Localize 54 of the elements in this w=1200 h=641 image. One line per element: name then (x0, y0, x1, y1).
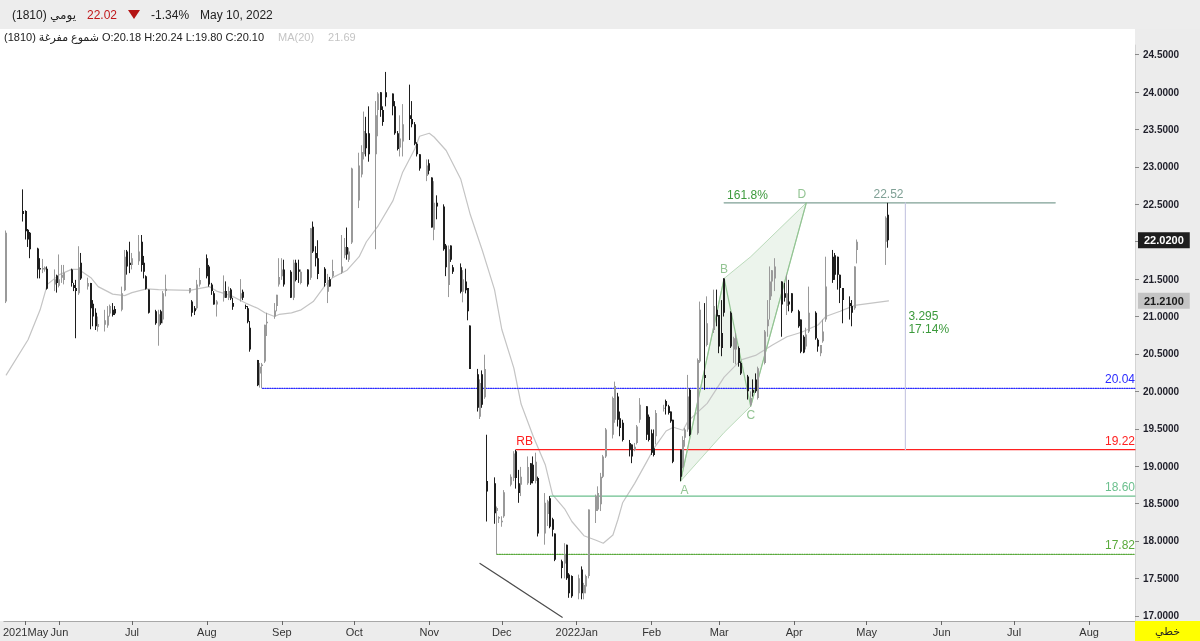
x-tick-label: Jul (124, 625, 139, 638)
chart-title: (1810) يومي (12, 7, 76, 22)
x-tick-label: Jul (1007, 625, 1022, 638)
data-label: 19.22 (1104, 433, 1136, 448)
data-label: 17.82 (1104, 538, 1136, 553)
x-tick-label: Nov (419, 625, 440, 638)
y-tick-label: 24.0000 (1143, 86, 1180, 98)
y-tick-label: 17.5000 (1143, 572, 1180, 584)
x-tick-label: 2021May (2, 625, 49, 638)
y-tick-label: 18.0000 (1143, 535, 1180, 547)
text: May 10, 2022 (200, 7, 273, 22)
annotation: 17.14% (908, 322, 950, 337)
x-tick-label: Sep (272, 625, 292, 638)
annotation: 3.295 (908, 309, 939, 324)
text: 22.0200 (1144, 234, 1184, 247)
text: 22.02 (87, 7, 118, 22)
x-tick-label: Dec (491, 625, 513, 638)
data-label: B (720, 262, 729, 277)
data-label: D (797, 186, 807, 201)
data-label: A (680, 483, 689, 498)
data-label: RB (516, 433, 533, 448)
x-tick-label: Mar (709, 625, 730, 638)
x-tick-label: Jun (932, 625, 951, 638)
data-label: 20.04 (1104, 372, 1136, 387)
y-tick-label: 17.0000 (1143, 610, 1180, 622)
y-tick-label: 21.5000 (1143, 273, 1180, 285)
scale-toggle-button: خطي (1135, 621, 1200, 641)
text: 21.2100 (1144, 294, 1184, 307)
chart-subtitle: (1810) شموع مفرغة O:20.18 H:20.24 L:19.80 C:20.10 (4, 30, 265, 44)
x-tick-label: Oct (345, 625, 363, 638)
text: -1.34% (151, 7, 190, 22)
x-tick-label: Feb (642, 625, 662, 638)
x-tick-label: Apr (785, 625, 804, 638)
y-tick-label: 18.5000 (1143, 498, 1180, 510)
y-tick-label: 20.0000 (1143, 385, 1180, 397)
x-tick-label: Aug (197, 625, 217, 638)
text: 21.69 (328, 31, 356, 43)
y-tick-label: 22.5000 (1143, 198, 1180, 210)
data-label: C (746, 408, 756, 423)
x-tick-label: 2022Jan (555, 625, 598, 638)
y-tick-label: 19.5000 (1143, 423, 1180, 435)
y-tick-label: 24.5000 (1143, 49, 1180, 61)
x-tick-label: Jun (50, 625, 69, 638)
text: MA(20) (278, 31, 315, 43)
y-tick-label: 23.5000 (1143, 124, 1180, 136)
x-tick-label: May (856, 625, 878, 638)
y-tick-label: 20.5000 (1143, 348, 1180, 360)
y-tick-label: 23.0000 (1143, 161, 1180, 173)
annotation: 161.8% (727, 187, 769, 202)
y-tick-label: 19.0000 (1143, 460, 1180, 472)
y-tick-label: 21.0000 (1143, 311, 1180, 323)
x-tick-label: Aug (1079, 625, 1099, 638)
data-label: 22.52 (873, 186, 904, 201)
data-label: 18.60 (1104, 480, 1136, 495)
